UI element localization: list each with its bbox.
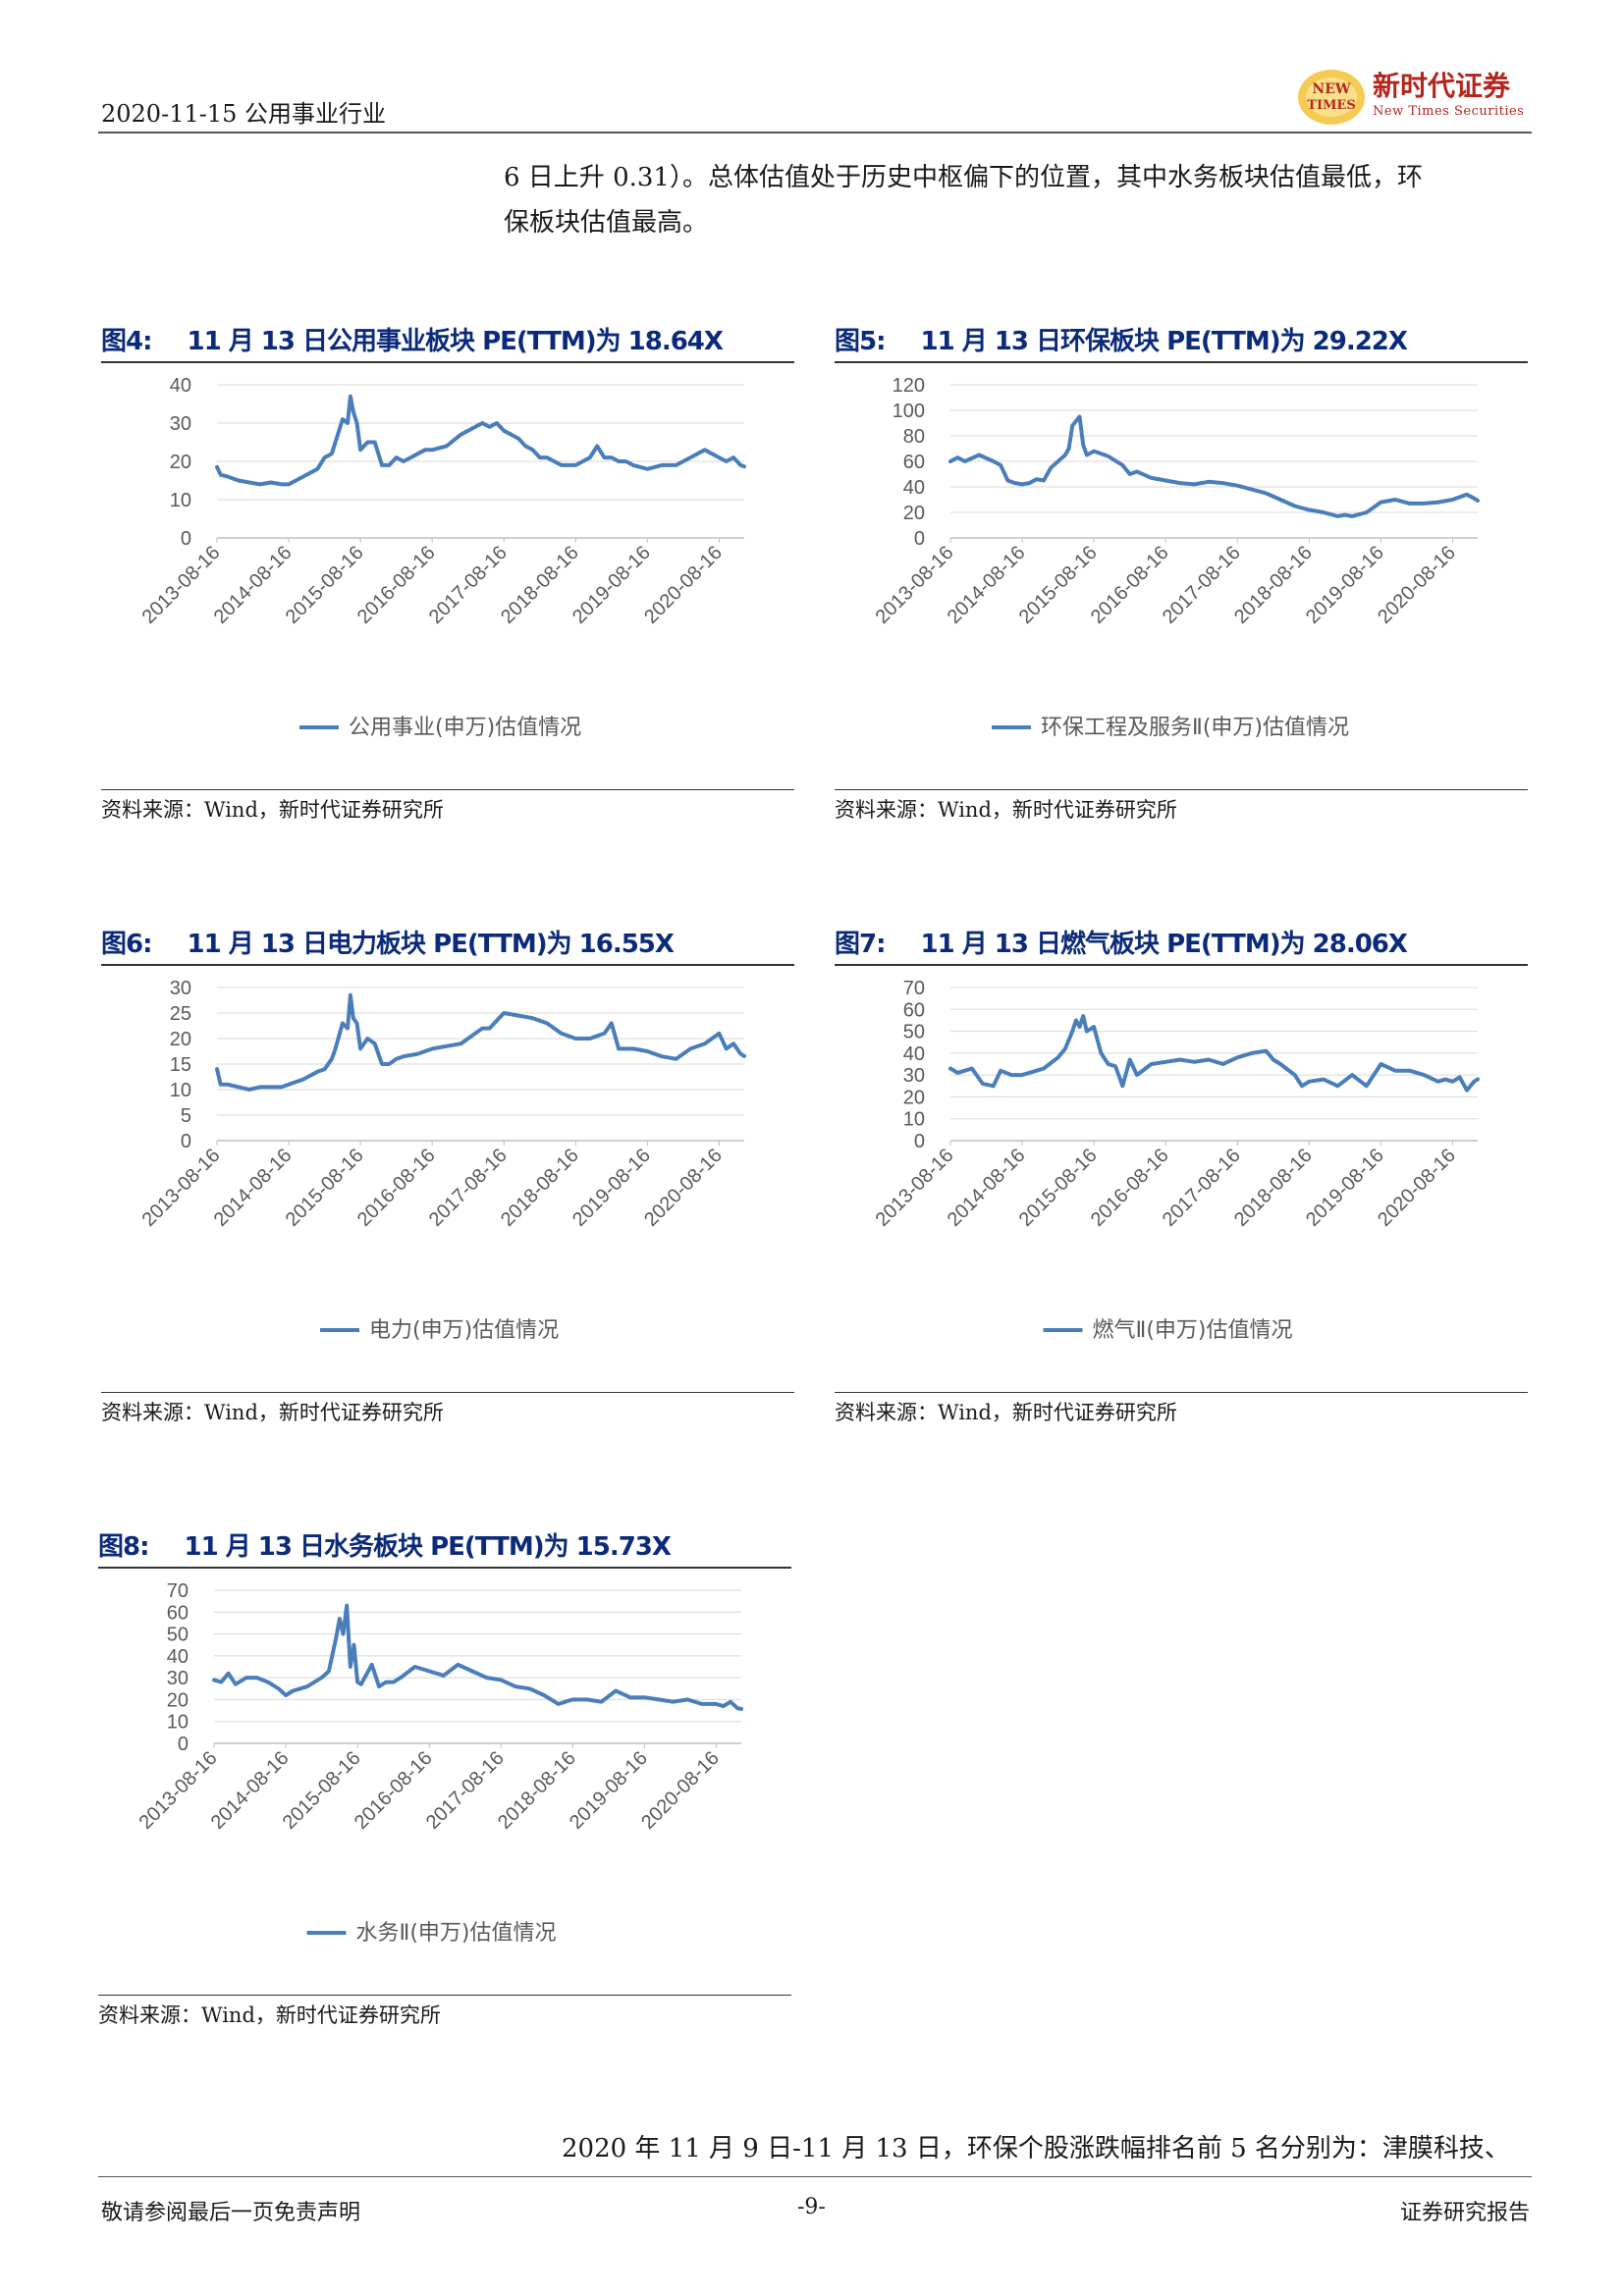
page-number: -9- bbox=[797, 2195, 826, 2219]
header-divider bbox=[98, 132, 1532, 133]
chart-power-pe: 0510152025302013-08-162014-08-162015-08-… bbox=[138, 978, 746, 1343]
company-logo: NEW TIMES 新时代证券 New Times Securities bbox=[1294, 63, 1540, 132]
x-tick-label: 2020-08-16 bbox=[1374, 542, 1460, 628]
y-tick-label: 40 bbox=[903, 477, 925, 499]
y-tick-label: 5 bbox=[181, 1105, 191, 1127]
y-tick-label: 30 bbox=[170, 413, 191, 435]
figure-title: 图4: 11 月 13 日公用事业板块 PE(TTM)为 18.64X bbox=[101, 327, 724, 356]
y-tick-label: 10 bbox=[170, 490, 191, 511]
series-line bbox=[215, 394, 746, 487]
figure-title: 图6: 11 月 13 日电力板块 PE(TTM)为 16.55X bbox=[101, 930, 675, 959]
legend-label: 电力(申万)估值情况 bbox=[369, 1318, 559, 1343]
new-times-logo-icon: NEW TIMES bbox=[1298, 70, 1365, 125]
figure-title-rule bbox=[101, 964, 794, 966]
figure-source: 资料来源：Wind，新时代证券研究所 bbox=[835, 798, 1177, 822]
y-tick-label: 0 bbox=[914, 1131, 925, 1152]
figure-title: 图5: 11 月 13 日环保板块 PE(TTM)为 29.22X bbox=[835, 327, 1408, 356]
intro-line-1: 6 日上升 0.31）。总体估值处于历史中枢偏下的位置，其中水务板块估值最低，环 bbox=[504, 163, 1423, 192]
figure-bottom-rule bbox=[101, 789, 794, 790]
figure-bottom-rule bbox=[835, 1392, 1528, 1393]
y-tick-label: 10 bbox=[903, 1109, 925, 1131]
figure-source: 资料来源：Wind，新时代证券研究所 bbox=[101, 798, 444, 822]
y-tick-label: 40 bbox=[903, 1043, 925, 1065]
figure-title-rule bbox=[835, 964, 1528, 966]
figure-bottom-rule bbox=[98, 1995, 791, 1996]
figure-title-rule bbox=[101, 361, 794, 363]
figure-title-rule bbox=[98, 1567, 791, 1569]
figure-title: 图8: 11 月 13 日水务板块 PE(TTM)为 15.73X bbox=[98, 1532, 672, 1562]
legend-label: 环保工程及服务Ⅱ(申万)估值情况 bbox=[1041, 716, 1349, 740]
svg-text:TIMES: TIMES bbox=[1307, 98, 1355, 113]
legend-label: 水务Ⅱ(申万)估值情况 bbox=[356, 1921, 557, 1946]
y-tick-label: 100 bbox=[893, 400, 925, 422]
report-header: 2020-11-15 公用事业行业 bbox=[101, 100, 387, 128]
figure-8: 图8: 11 月 13 日水务板块 PE(TTM)为 15.73X 0 10 20 30… bbox=[98, 1527, 791, 2035]
series-line bbox=[948, 414, 1480, 518]
y-tick-label: 50 bbox=[167, 1625, 189, 1646]
x-tick-label: 2020-08-16 bbox=[637, 1747, 724, 1834]
y-tick-label: 60 bbox=[903, 999, 925, 1021]
y-tick-label: 70 bbox=[903, 978, 925, 999]
y-tick-label: 0 bbox=[181, 528, 191, 550]
y-tick-label: 60 bbox=[903, 452, 925, 473]
intro-paragraph: 6 日上升 0.31）。总体估值处于历史中枢偏下的位置，其中水务板块估值最低，环… bbox=[504, 155, 1525, 245]
x-tick-label: 2020-08-16 bbox=[640, 542, 727, 628]
series-line bbox=[215, 992, 746, 1092]
figure-bottom-rule bbox=[101, 1392, 794, 1393]
figure-source: 资料来源：Wind，新时代证券研究所 bbox=[835, 1401, 1177, 1424]
report-type: 证券研究报告 bbox=[1399, 2201, 1530, 2225]
figure-source: 资料来源：Wind，新时代证券研究所 bbox=[98, 2003, 441, 2027]
y-tick-label: 0 bbox=[178, 1734, 189, 1755]
body-paragraph: 2020 年 11 月 9 日-11 月 13 日，环保个股涨跌幅排名前 5 名… bbox=[562, 2134, 1510, 2163]
legend-label: 燃气Ⅱ(申万)估值情况 bbox=[1093, 1318, 1293, 1343]
y-tick-label: 25 bbox=[170, 1003, 191, 1025]
y-tick-label: 120 bbox=[893, 375, 925, 397]
figure-source: 资料来源：Wind，新时代证券研究所 bbox=[101, 1401, 444, 1424]
legend-label: 公用事业(申万)估值情况 bbox=[349, 716, 581, 740]
y-tick-label: 20 bbox=[170, 1029, 191, 1050]
y-tick-label: 30 bbox=[903, 1065, 925, 1087]
figure-bottom-rule bbox=[835, 789, 1528, 790]
y-tick-label: 20 bbox=[170, 452, 191, 473]
y-tick-label: 10 bbox=[170, 1080, 191, 1101]
figure-7: 图7: 11 月 13 日燃气板块 PE(TTM)为 28.06X 0 10 20 30… bbox=[835, 925, 1528, 1432]
figure-4: 图4: 11 月 13 日公用事业板块 PE(TTM)为 18.64X 0 10 20… bbox=[101, 322, 794, 829]
y-tick-label: 0 bbox=[181, 1131, 191, 1152]
y-tick-label: 10 bbox=[167, 1712, 189, 1734]
disclaimer-note: 敬请参阅最后一页免责声明 bbox=[101, 2201, 361, 2225]
y-tick-label: 40 bbox=[167, 1646, 189, 1668]
y-tick-label: 20 bbox=[903, 503, 925, 524]
logo-name: 新时代证券 bbox=[1373, 70, 1511, 102]
chart-water-pe: 0102030405060702013-08-162014-08-162015-… bbox=[135, 1580, 743, 1946]
logo-subtitle: New Times Securities bbox=[1373, 104, 1525, 119]
chart-environmental-pe: 0204060801001202013-08-162014-08-162015-… bbox=[872, 375, 1480, 740]
intro-line-2: 保板块估值最高。 bbox=[504, 208, 709, 238]
y-tick-label: 30 bbox=[170, 978, 191, 999]
footer-divider bbox=[98, 2176, 1532, 2177]
y-tick-label: 20 bbox=[903, 1087, 925, 1108]
y-tick-label: 30 bbox=[167, 1668, 189, 1689]
svg-text:NEW: NEW bbox=[1312, 81, 1350, 97]
y-tick-label: 15 bbox=[170, 1054, 191, 1076]
y-tick-label: 0 bbox=[914, 528, 925, 550]
figure-title: 图7: 11 月 13 日燃气板块 PE(TTM)为 28.06X bbox=[835, 930, 1408, 959]
figure-5: 图5: 11 月 13 日环保板块 PE(TTM)为 29.22X 0 20 40 60… bbox=[835, 322, 1528, 829]
y-tick-label: 70 bbox=[167, 1580, 189, 1602]
series-line bbox=[948, 1014, 1480, 1093]
y-tick-label: 20 bbox=[167, 1689, 189, 1711]
y-tick-label: 80 bbox=[903, 426, 925, 448]
figure-title-rule bbox=[835, 361, 1528, 363]
x-tick-label: 2020-08-16 bbox=[1374, 1145, 1460, 1231]
x-tick-label: 2020-08-16 bbox=[640, 1145, 727, 1231]
series-line bbox=[212, 1603, 743, 1711]
y-tick-label: 50 bbox=[903, 1022, 925, 1043]
y-tick-label: 60 bbox=[167, 1602, 189, 1624]
y-tick-label: 40 bbox=[170, 375, 191, 397]
chart-gas-pe: 0102030405060702013-08-162014-08-162015-… bbox=[872, 978, 1480, 1343]
chart-utilities-pe: 0102030402013-08-162014-08-162015-08-162… bbox=[138, 375, 746, 740]
figure-6: 图6: 11 月 13 日电力板块 PE(TTM)为 16.55X 0 5 10 15 2… bbox=[101, 925, 794, 1432]
